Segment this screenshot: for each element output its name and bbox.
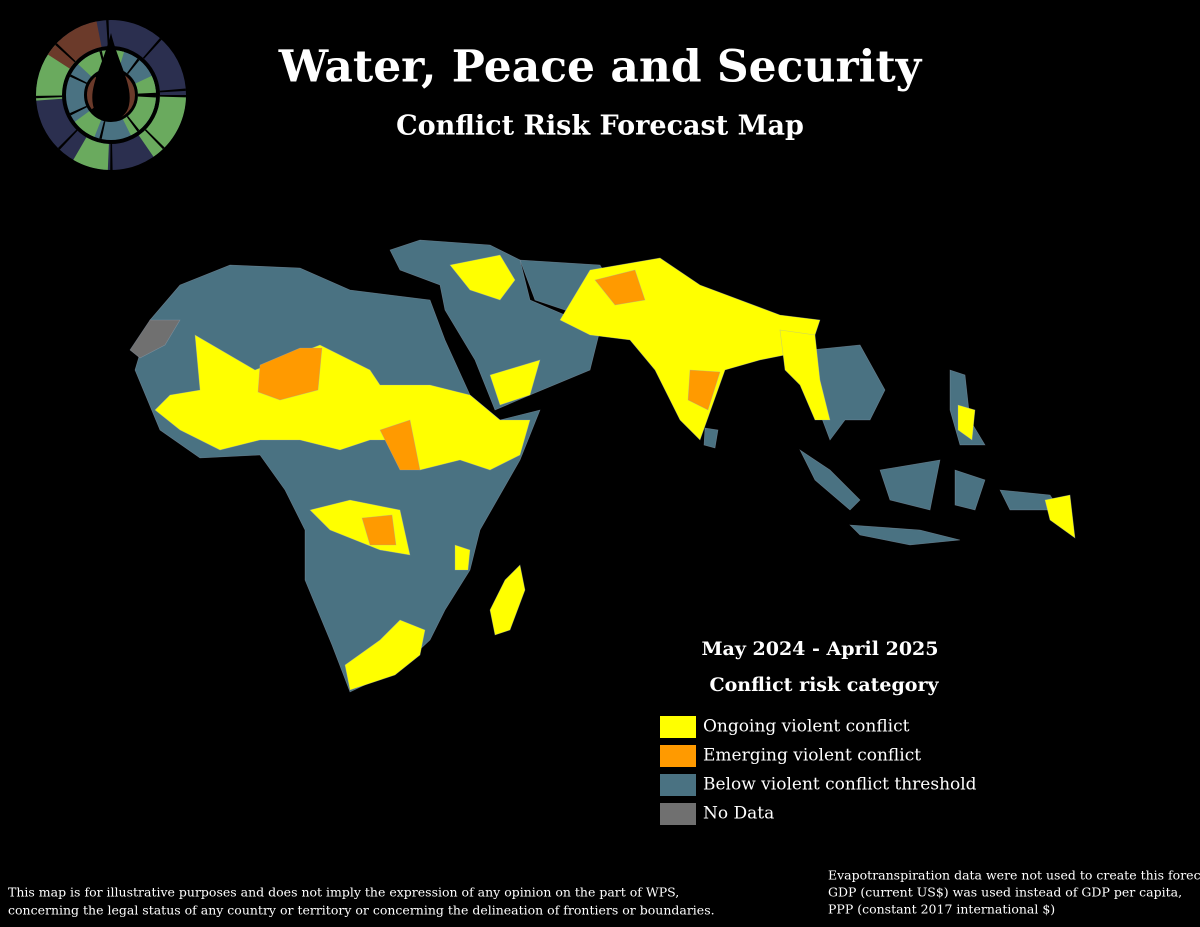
region [129,319,181,359]
region [489,359,541,406]
region [449,254,516,301]
region [954,469,986,511]
region [687,369,721,411]
region [779,329,831,421]
notes: Evapotranspiration data were not used to… [828,868,1200,917]
region [379,419,421,471]
region [1044,494,1076,539]
legend-label: Ongoing violent conflict [703,717,910,737]
legend-swatch [660,803,696,825]
disclaimer-line: concerning the legal status of any count… [8,903,715,918]
legend-label: No Data [703,804,774,824]
disclaimer: This map is for illustrative purposes an… [8,885,715,918]
legend-title: Conflict risk category [709,674,939,696]
region [257,347,323,401]
region [594,269,646,306]
region [849,524,961,546]
region [957,404,976,441]
legend: Ongoing violent conflict Emerging violent… [660,716,977,825]
legend-period: May 2024 - April 2025 [702,638,939,660]
region [361,514,397,546]
disclaimer-line: This map is for illustrative purposes an… [8,885,679,900]
region [879,459,941,511]
legend-swatch [660,745,696,767]
region [454,544,471,571]
note-line: PPP (constant 2017 international $) [828,902,1055,917]
legend-swatch [660,716,696,738]
legend-label: Emerging violent conflict [703,746,921,766]
legend-label: Below violent conflict threshold [703,775,977,795]
logo [36,20,186,170]
map [129,239,1076,693]
note-line: GDP (current US$) was used instead of GD… [828,885,1182,900]
region [154,334,531,471]
legend-swatch [660,774,696,796]
region [344,619,426,691]
region [489,564,526,636]
subtitle: Conflict Risk Forecast Map [396,111,804,142]
region [703,427,719,449]
region [389,239,601,411]
title: Water, Peace and Security [278,42,923,93]
region [799,449,861,511]
note-line: Evapotranspiration data were not used to… [828,868,1200,883]
